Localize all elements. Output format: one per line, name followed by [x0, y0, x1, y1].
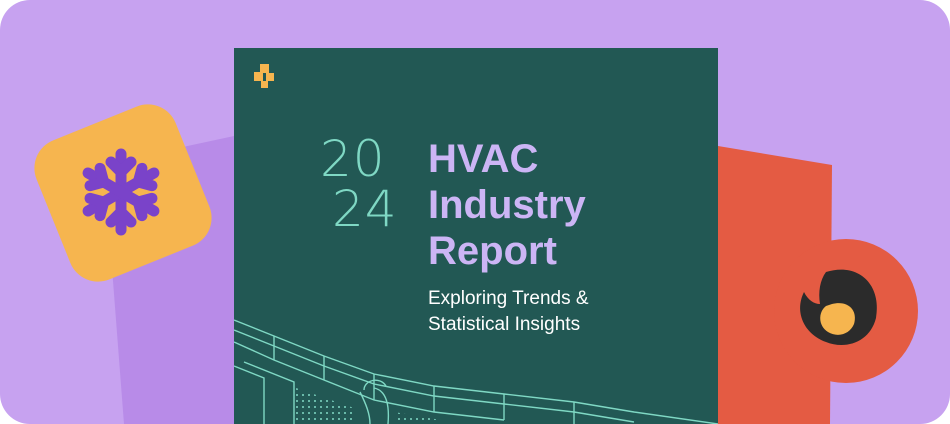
report-subtitle: Exploring Trends & Statistical Insights: [428, 286, 589, 338]
flame-icon: [800, 269, 877, 345]
year-line-1: 20: [320, 130, 386, 188]
duct-illustration: [234, 319, 718, 424]
report-year: 20 24: [320, 134, 398, 234]
brand-logo-icon: [254, 64, 274, 88]
title-line-1: HVAC: [428, 137, 539, 181]
year-line-2: 24: [332, 180, 398, 238]
snowflake-icon: [82, 148, 160, 236]
subtitle-line-1: Exploring Trends &: [428, 288, 589, 309]
title-line-3: Report: [428, 229, 557, 273]
title-line-2: Industry: [428, 183, 586, 227]
report-title: HVAC Industry Report: [428, 136, 586, 274]
report-cover: 20 24 HVAC Industry Report Exploring Tre…: [234, 48, 718, 424]
subtitle-line-2: Statistical Insights: [428, 314, 581, 335]
